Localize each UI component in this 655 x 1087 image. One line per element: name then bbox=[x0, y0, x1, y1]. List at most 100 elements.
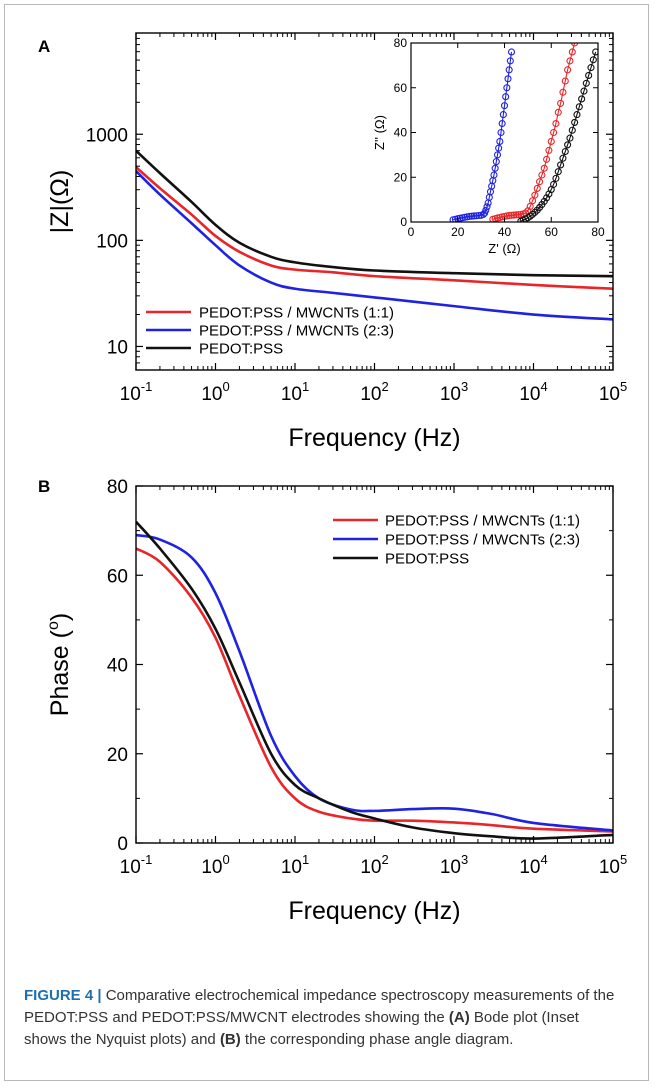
inset-point-2 bbox=[571, 118, 579, 126]
series-line-a-1 bbox=[136, 170, 613, 321]
figure-caption: FIGURE 4 | Comparative electrochemical i… bbox=[24, 985, 624, 1051]
a-xtick-exp: 5 bbox=[620, 379, 627, 394]
inset-point-0 bbox=[547, 137, 555, 145]
a-xtick-label: 102 bbox=[360, 379, 388, 405]
inset-point-1 bbox=[495, 144, 503, 152]
inset-point-0 bbox=[538, 171, 546, 179]
inset-point-2 bbox=[573, 111, 581, 119]
a-xtick-label: 103 bbox=[440, 379, 468, 405]
legend-label-a: PEDOT:PSS / MWCNTs (2:3) bbox=[199, 323, 394, 340]
inset-point-1 bbox=[503, 84, 511, 92]
inset-point-2 bbox=[582, 79, 590, 87]
b-xtick-base: 10 bbox=[599, 857, 620, 878]
inset-point-0 bbox=[545, 146, 553, 154]
b-xtick-label: 100 bbox=[201, 852, 229, 878]
legend-label-b: PEDOT:PSS bbox=[385, 551, 469, 568]
a-xtick-base: 10 bbox=[599, 384, 620, 405]
inset-point-2 bbox=[585, 71, 593, 79]
a-xtick-exp: 2 bbox=[381, 379, 388, 394]
bode-magnitude-chart: 10-1 100 101 102 103 104 105101001000Frequency… bbox=[46, 32, 627, 452]
legend-label-b: PEDOT:PSS / MWCNTs (2:3) bbox=[385, 532, 580, 549]
inset-point-0 bbox=[552, 120, 560, 128]
inset-point-0 bbox=[543, 155, 551, 163]
b-ytick-label: 0 bbox=[117, 834, 128, 855]
inset-point-2 bbox=[557, 161, 565, 169]
inset-xtick-label: 80 bbox=[591, 225, 605, 239]
b-xtick-label: 105 bbox=[599, 852, 627, 878]
inset-point-2 bbox=[592, 48, 598, 56]
inset-point-0 bbox=[564, 66, 572, 74]
a-xtick-exp: 0 bbox=[222, 379, 229, 394]
inset-point-2 bbox=[531, 208, 539, 216]
a-xtick-base: 10 bbox=[440, 384, 461, 405]
a-xtick-label: 104 bbox=[519, 379, 547, 405]
series-line-a-0 bbox=[136, 166, 613, 291]
b-ytick-label: 20 bbox=[107, 745, 128, 766]
b-ytick-label: 40 bbox=[107, 656, 128, 677]
a-xtick-base: 10 bbox=[201, 384, 222, 405]
inset-xtick-label: 0 bbox=[408, 225, 415, 239]
inset-point-0 bbox=[514, 211, 523, 219]
inset-point-2 bbox=[543, 194, 551, 202]
inset-point-2 bbox=[540, 197, 548, 205]
inset-point-0 bbox=[540, 164, 548, 172]
series-line-b-1 bbox=[136, 533, 613, 832]
inset-point-2 bbox=[552, 174, 560, 182]
inset-point-1 bbox=[482, 206, 490, 214]
a-xtick-label: 101 bbox=[281, 379, 309, 405]
a-x-axis-title: Frequency (Hz) bbox=[288, 424, 460, 452]
inset-point-1 bbox=[507, 48, 516, 56]
inset-xtick-label: 40 bbox=[498, 225, 512, 239]
inset-point-2 bbox=[587, 64, 595, 72]
b-xtick-exp: 4 bbox=[540, 852, 547, 867]
b-xtick-label: 103 bbox=[440, 852, 468, 878]
a-y-axis-title: |Z|(Ω) bbox=[46, 170, 74, 234]
inset-point-1 bbox=[496, 137, 504, 145]
a-ytick-label: 100 bbox=[96, 231, 128, 252]
inset-point-2 bbox=[589, 56, 597, 64]
figure-frame bbox=[4, 4, 649, 1081]
b-x-axis-title: Frequency (Hz) bbox=[288, 897, 460, 925]
inset-point-2 bbox=[580, 87, 588, 95]
a-xtick-exp: -1 bbox=[141, 379, 153, 394]
figure-svg: A B 10-1 100 101 102 103 104 105101001000Frequ… bbox=[38, 32, 627, 925]
series-line-a-2 bbox=[136, 149, 613, 278]
inset-point-2 bbox=[550, 180, 558, 188]
legend-label-a: PEDOT:PSS / MWCNTs (1:1) bbox=[199, 305, 394, 322]
nyquist-inset-chart: 0 20 40 60 80 0 20 40 60 80 Z' (Ω) Z'' (Ω) bbox=[372, 36, 605, 256]
a-xtick-exp: 3 bbox=[461, 379, 468, 394]
inset-point-0 bbox=[536, 178, 544, 186]
a-xtick-base: 10 bbox=[519, 384, 540, 405]
inset-point-2 bbox=[564, 141, 572, 149]
inset-ytick-label: 80 bbox=[394, 36, 408, 50]
b-xtick-exp: 3 bbox=[461, 852, 468, 867]
inset-point-0 bbox=[550, 128, 558, 137]
inset-ytick-label: 60 bbox=[394, 81, 408, 95]
inset-point-2 bbox=[559, 154, 567, 162]
inset-point-0 bbox=[512, 211, 520, 219]
inset-point-1 bbox=[504, 75, 512, 83]
inset-point-0 bbox=[566, 57, 574, 65]
caption-text-2: Bode plot (Inset shows the Nyquist plots… bbox=[24, 1009, 579, 1048]
legend-label-a: PEDOT:PSS bbox=[199, 341, 283, 358]
inset-point-1 bbox=[475, 211, 483, 220]
b-y-axis-title-end: ) bbox=[46, 613, 74, 621]
panel-b-label: B bbox=[38, 477, 50, 496]
b-xtick-base: 10 bbox=[519, 857, 540, 878]
panel-a-label: A bbox=[38, 37, 50, 56]
inset-point-1 bbox=[502, 93, 510, 101]
b-y-axis-title-main: Phase ( bbox=[46, 629, 74, 716]
inset-point-0 bbox=[533, 184, 541, 192]
b-xtick-label: 104 bbox=[519, 852, 547, 878]
b-xtick-exp: -1 bbox=[141, 852, 153, 867]
inset-xtick-label: 20 bbox=[451, 225, 465, 239]
inset-point-0 bbox=[561, 77, 569, 85]
inset-point-1 bbox=[483, 203, 491, 211]
inset-point-0 bbox=[507, 211, 516, 219]
b-xtick-exp: 2 bbox=[381, 852, 388, 867]
b-xtick-base: 10 bbox=[440, 857, 461, 878]
a-xtick-exp: 4 bbox=[540, 379, 547, 394]
inset-ytick-label: 0 bbox=[400, 215, 407, 229]
inset-point-0 bbox=[568, 48, 576, 56]
b-ytick-label: 80 bbox=[107, 477, 128, 498]
